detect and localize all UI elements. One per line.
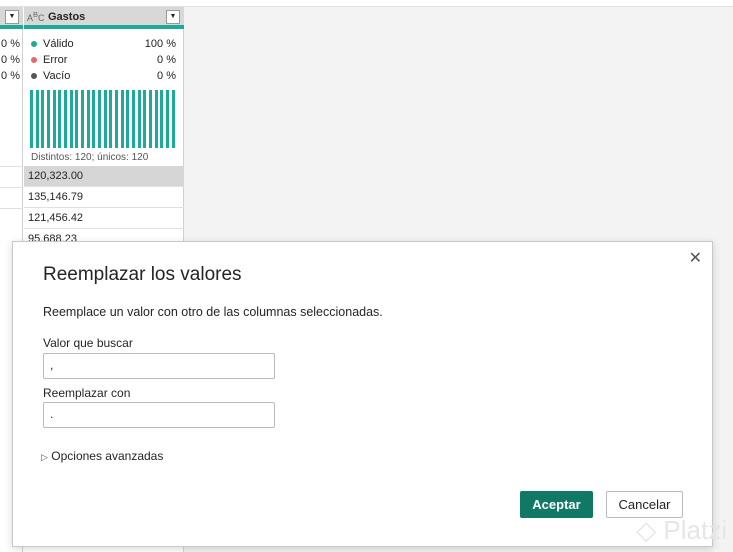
histogram-bar [58, 90, 62, 148]
histogram-bar [126, 90, 130, 148]
quality-error: Error 0 % [31, 54, 176, 66]
histogram-bar [52, 90, 56, 148]
histogram-bar [81, 90, 85, 148]
histogram-bar [149, 90, 153, 148]
empty-dot-icon [31, 73, 37, 80]
table-cell[interactable]: 120,323.00 [24, 166, 184, 187]
column-dropdown-button[interactable]: ▼ [5, 10, 19, 24]
histogram-bar [154, 90, 158, 148]
column-name: Gastos [48, 11, 86, 23]
table-cell[interactable]: 135,146.79 [24, 187, 184, 208]
histogram-bar [98, 90, 102, 148]
quality-valid: Válido 100 % [31, 38, 176, 50]
quality-value: 0 % [1, 38, 20, 50]
column-dropdown-button[interactable]: ▼ [166, 10, 180, 24]
histogram-bar [69, 90, 73, 148]
histogram-bar [103, 90, 107, 148]
quality-value: 0 % [1, 70, 20, 82]
histogram-bar [109, 90, 113, 148]
find-value-input[interactable]: , [43, 353, 275, 379]
find-label: Valor que buscar [43, 336, 133, 350]
cancel-button[interactable]: Cancelar [606, 491, 683, 518]
error-dot-icon [31, 57, 37, 64]
replace-value-input[interactable]: . [43, 402, 275, 428]
top-bar [0, 0, 733, 7]
expand-triangle-icon: ▷ [41, 452, 48, 462]
histogram-bar [75, 90, 79, 148]
distinct-count: Distintos: 120; únicos: 120 [31, 152, 149, 163]
distribution-histogram [30, 90, 175, 148]
histogram-bar [41, 90, 45, 148]
histogram-bar [171, 90, 175, 148]
histogram-bar [143, 90, 147, 148]
histogram-bar [166, 90, 170, 148]
histogram-bar [92, 90, 96, 148]
histogram-bar [35, 90, 39, 148]
platzi-watermark: ◇ Platzi [636, 515, 727, 545]
previous-column-header: ▼ [0, 7, 23, 29]
histogram-bar [120, 90, 124, 148]
histogram-bar [30, 90, 33, 148]
replace-values-dialog: ✕ Reemplazar los valores Reemplace un va… [12, 241, 713, 547]
quality-value: 0 % [1, 54, 20, 66]
table-cell[interactable]: 121,456.42 [24, 208, 184, 229]
column-header-gastos[interactable]: ABC Gastos ▼ [24, 7, 184, 29]
histogram-bar [47, 90, 51, 148]
histogram-bar [64, 90, 68, 148]
ok-button[interactable]: Aceptar [520, 491, 593, 518]
histogram-bar [160, 90, 164, 148]
dialog-title: Reemplazar los valores [43, 264, 242, 285]
row-line [0, 187, 23, 188]
histogram-bar [137, 90, 141, 148]
advanced-options-toggle[interactable]: ▷ Opciones avanzadas [41, 449, 164, 463]
close-icon[interactable]: ✕ [688, 250, 702, 267]
valid-dot-icon [31, 41, 37, 48]
dialog-description: Reemplace un valor con otro de las colum… [43, 305, 383, 319]
histogram-bar [132, 90, 136, 148]
row-line [0, 208, 23, 209]
replace-label: Reemplazar con [43, 386, 131, 400]
histogram-bar [115, 90, 119, 148]
quality-empty: Vacío 0 % [31, 70, 176, 82]
histogram-bar [86, 90, 90, 148]
row-line [0, 166, 23, 167]
abc-text-type-icon[interactable]: ABC [27, 10, 45, 23]
